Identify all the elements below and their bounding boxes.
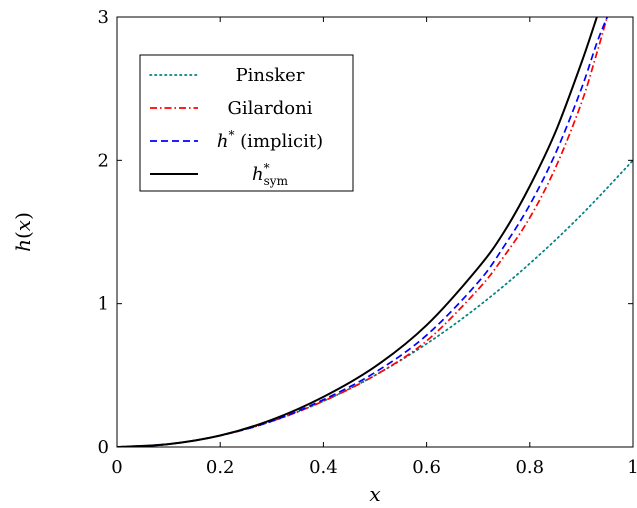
y-axis-label: h(x) [11,212,35,252]
legend-label-h-implicit: h* (implicit) [217,128,323,152]
x-tick-label: 1 [627,457,637,478]
series-line-h-sym [117,17,598,447]
y-tick-label: 0 [98,437,109,458]
y-tick-label: 1 [98,294,109,315]
legend-label-h-sym: h* sym [252,161,289,188]
x-tick-label: 0 [111,457,122,478]
series-layer [117,17,633,447]
x-axis-label: x [369,482,380,506]
legend-label-pinsker: Pinsker [236,65,305,86]
series-line-gilardoni [117,17,609,447]
y-tick-label: 3 [98,7,109,28]
plot-area-frame [116,16,634,448]
x-tick-label: 0.8 [515,457,544,478]
x-tick-label: 0.6 [412,457,441,478]
legend-label-gilardoni: Gilardoni [228,98,313,119]
x-tick-label: 0.2 [206,457,235,478]
series-line-pinsker [117,159,633,447]
legend-box [139,54,354,192]
x-tick-label: 0.4 [309,457,338,478]
ticks-layer: 0 0.2 0.4 0.6 0.8 1 0 1 2 3 [98,7,637,478]
y-tick-label: 2 [98,150,109,171]
legend: Pinsker Gilardoni h* (implicit) h* sym [139,54,354,192]
